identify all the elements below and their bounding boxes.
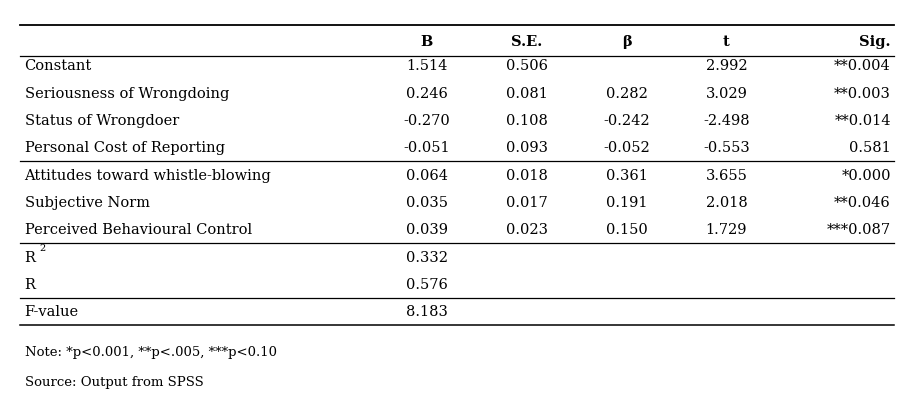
Text: 1.729: 1.729	[706, 223, 747, 237]
Text: **0.004: **0.004	[834, 59, 891, 73]
Text: 0.017: 0.017	[506, 196, 548, 209]
Text: 1.514: 1.514	[406, 59, 448, 73]
Text: Attitudes toward whistle-blowing: Attitudes toward whistle-blowing	[25, 168, 271, 182]
Text: ***0.087: ***0.087	[826, 223, 891, 237]
Text: -0.051: -0.051	[403, 141, 450, 155]
Text: 0.035: 0.035	[406, 196, 448, 209]
Text: 0.191: 0.191	[606, 196, 647, 209]
Text: β: β	[622, 35, 631, 49]
Text: R: R	[25, 250, 35, 264]
Text: Status of Wrongdoer: Status of Wrongdoer	[25, 114, 179, 128]
Text: R: R	[25, 277, 35, 291]
Text: 0.023: 0.023	[506, 223, 548, 237]
Text: Seriousness of Wrongdoing: Seriousness of Wrongdoing	[25, 87, 229, 100]
Text: *0.000: *0.000	[841, 168, 891, 182]
Text: 0.506: 0.506	[506, 59, 548, 73]
Text: -0.553: -0.553	[703, 141, 750, 155]
Text: S.E.: S.E.	[511, 35, 542, 49]
Text: 0.581: 0.581	[849, 141, 891, 155]
Text: -0.270: -0.270	[403, 114, 450, 128]
Text: -0.242: -0.242	[603, 114, 650, 128]
Text: -0.052: -0.052	[603, 141, 650, 155]
Text: F-value: F-value	[25, 305, 79, 318]
Text: 0.093: 0.093	[506, 141, 548, 155]
Text: 0.108: 0.108	[506, 114, 548, 128]
Text: 3.029: 3.029	[706, 87, 747, 100]
Text: Note: *p<0.001, **p<.005, ***p<0.10: Note: *p<0.001, **p<.005, ***p<0.10	[25, 345, 277, 358]
Text: 2.018: 2.018	[706, 196, 747, 209]
Text: 0.246: 0.246	[406, 87, 448, 100]
Text: 0.576: 0.576	[406, 277, 448, 291]
Text: 0.282: 0.282	[606, 87, 647, 100]
Text: **0.003: **0.003	[834, 87, 891, 100]
Text: **0.046: **0.046	[834, 196, 891, 209]
Text: Personal Cost of Reporting: Personal Cost of Reporting	[25, 141, 224, 155]
Text: 0.332: 0.332	[406, 250, 448, 264]
Text: Perceived Behavioural Control: Perceived Behavioural Control	[25, 223, 252, 237]
Text: 0.039: 0.039	[406, 223, 448, 237]
Text: 2: 2	[39, 244, 45, 253]
Text: Sig.: Sig.	[859, 35, 891, 49]
Text: t: t	[723, 35, 730, 49]
Text: 0.361: 0.361	[606, 168, 647, 182]
Text: -2.498: -2.498	[703, 114, 750, 128]
Text: 0.150: 0.150	[606, 223, 647, 237]
Text: **0.014: **0.014	[834, 114, 891, 128]
Text: 0.018: 0.018	[506, 168, 548, 182]
Text: 8.183: 8.183	[406, 305, 448, 318]
Text: Source: Output from SPSS: Source: Output from SPSS	[25, 375, 203, 388]
Text: 0.064: 0.064	[406, 168, 448, 182]
Text: Subjective Norm: Subjective Norm	[25, 196, 150, 209]
Text: 2.992: 2.992	[706, 59, 747, 73]
Text: Constant: Constant	[25, 59, 92, 73]
Text: 3.655: 3.655	[706, 168, 747, 182]
Text: B: B	[420, 35, 433, 49]
Text: 0.081: 0.081	[506, 87, 548, 100]
